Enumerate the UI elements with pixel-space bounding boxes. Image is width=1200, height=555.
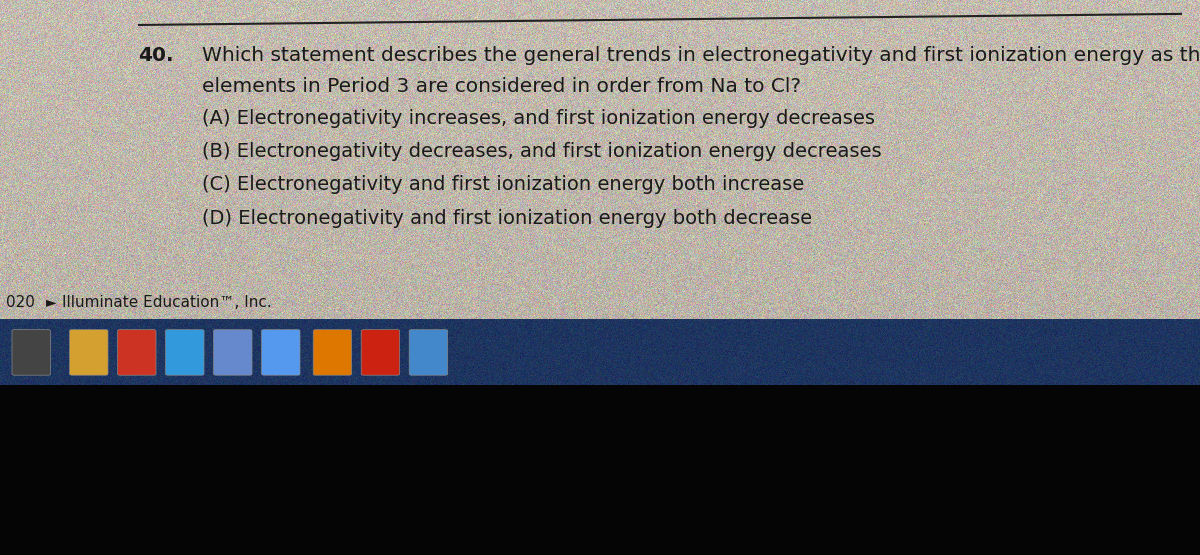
Text: 020: 020 [6, 295, 35, 310]
FancyBboxPatch shape [12, 330, 50, 375]
FancyBboxPatch shape [361, 330, 400, 375]
Text: 40.: 40. [138, 46, 174, 65]
FancyBboxPatch shape [166, 330, 204, 375]
FancyBboxPatch shape [118, 330, 156, 375]
FancyBboxPatch shape [262, 330, 300, 375]
FancyBboxPatch shape [313, 330, 352, 375]
Text: Illuminate Education™, Inc.: Illuminate Education™, Inc. [62, 295, 272, 310]
Text: (D) Electronegativity and first ionization energy both decrease: (D) Electronegativity and first ionizati… [202, 209, 811, 228]
FancyBboxPatch shape [409, 330, 448, 375]
Text: ►: ► [46, 295, 56, 310]
FancyBboxPatch shape [70, 330, 108, 375]
Text: Which statement describes the general trends in electronegativity and first ioni: Which statement describes the general tr… [202, 46, 1200, 65]
Text: (A) Electronegativity increases, and first ionization energy decreases: (A) Electronegativity increases, and fir… [202, 109, 875, 128]
Text: (C) Electronegativity and first ionization energy both increase: (C) Electronegativity and first ionizati… [202, 175, 804, 194]
Text: elements in Period 3 are considered in order from Na to Cl?: elements in Period 3 are considered in o… [202, 77, 800, 95]
FancyBboxPatch shape [214, 330, 252, 375]
Text: (B) Electronegativity decreases, and first ionization energy decreases: (B) Electronegativity decreases, and fir… [202, 142, 881, 161]
